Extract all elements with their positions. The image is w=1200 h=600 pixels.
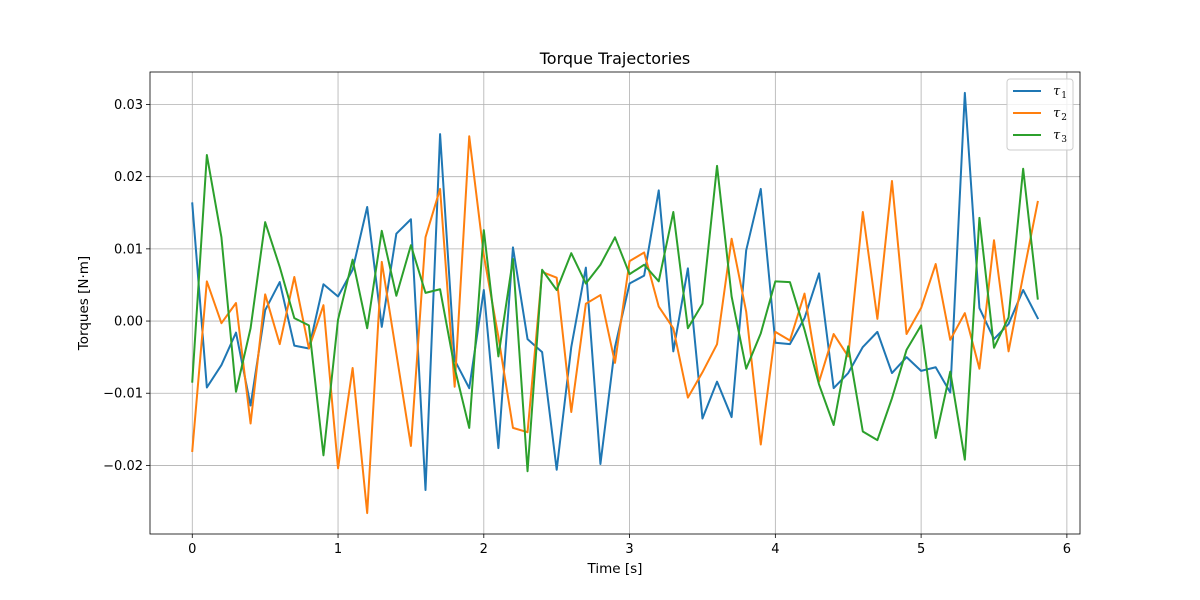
y-tick-label: −0.02 bbox=[103, 459, 143, 474]
grid bbox=[150, 72, 1080, 534]
x-tick-label: 0 bbox=[188, 542, 196, 557]
x-tick-label: 1 bbox=[334, 542, 342, 557]
x-tick-label: 3 bbox=[625, 542, 633, 557]
x-tick-label: 6 bbox=[1063, 542, 1071, 557]
x-axis-ticks: 0 1 2 3 4 5 6 bbox=[188, 534, 1071, 557]
series-line-tau-2 bbox=[191, 135, 1039, 515]
series-line-tau-1 bbox=[191, 91, 1040, 491]
series-group bbox=[191, 91, 1040, 515]
x-tick-label: 4 bbox=[771, 542, 779, 557]
x-tick-label: 5 bbox=[917, 542, 925, 557]
y-tick-label: 0.01 bbox=[114, 242, 143, 257]
legend-subscript: 1 bbox=[1061, 91, 1067, 101]
legend-subscript: 2 bbox=[1061, 113, 1067, 123]
y-tick-label: 0.02 bbox=[114, 170, 143, 185]
y-tick-label: −0.01 bbox=[103, 387, 143, 402]
legend-frame bbox=[1006, 78, 1074, 151]
y-tick-label: 0.03 bbox=[114, 98, 143, 113]
x-tick-label: 2 bbox=[480, 542, 488, 557]
y-tick-label: 0.00 bbox=[114, 315, 143, 330]
chart-title: Torque Trajectories bbox=[539, 49, 691, 68]
y-axis-ticks: −0.02 −0.01 0.00 0.01 0.02 0.03 bbox=[103, 98, 150, 474]
plot-frame bbox=[149, 71, 1081, 535]
y-axis-title: Torques [N·m] bbox=[76, 256, 92, 351]
series-line-tau-3 bbox=[191, 154, 1039, 473]
legend-subscript: 3 bbox=[1061, 135, 1067, 145]
x-axis-title: Time [s] bbox=[587, 561, 643, 577]
